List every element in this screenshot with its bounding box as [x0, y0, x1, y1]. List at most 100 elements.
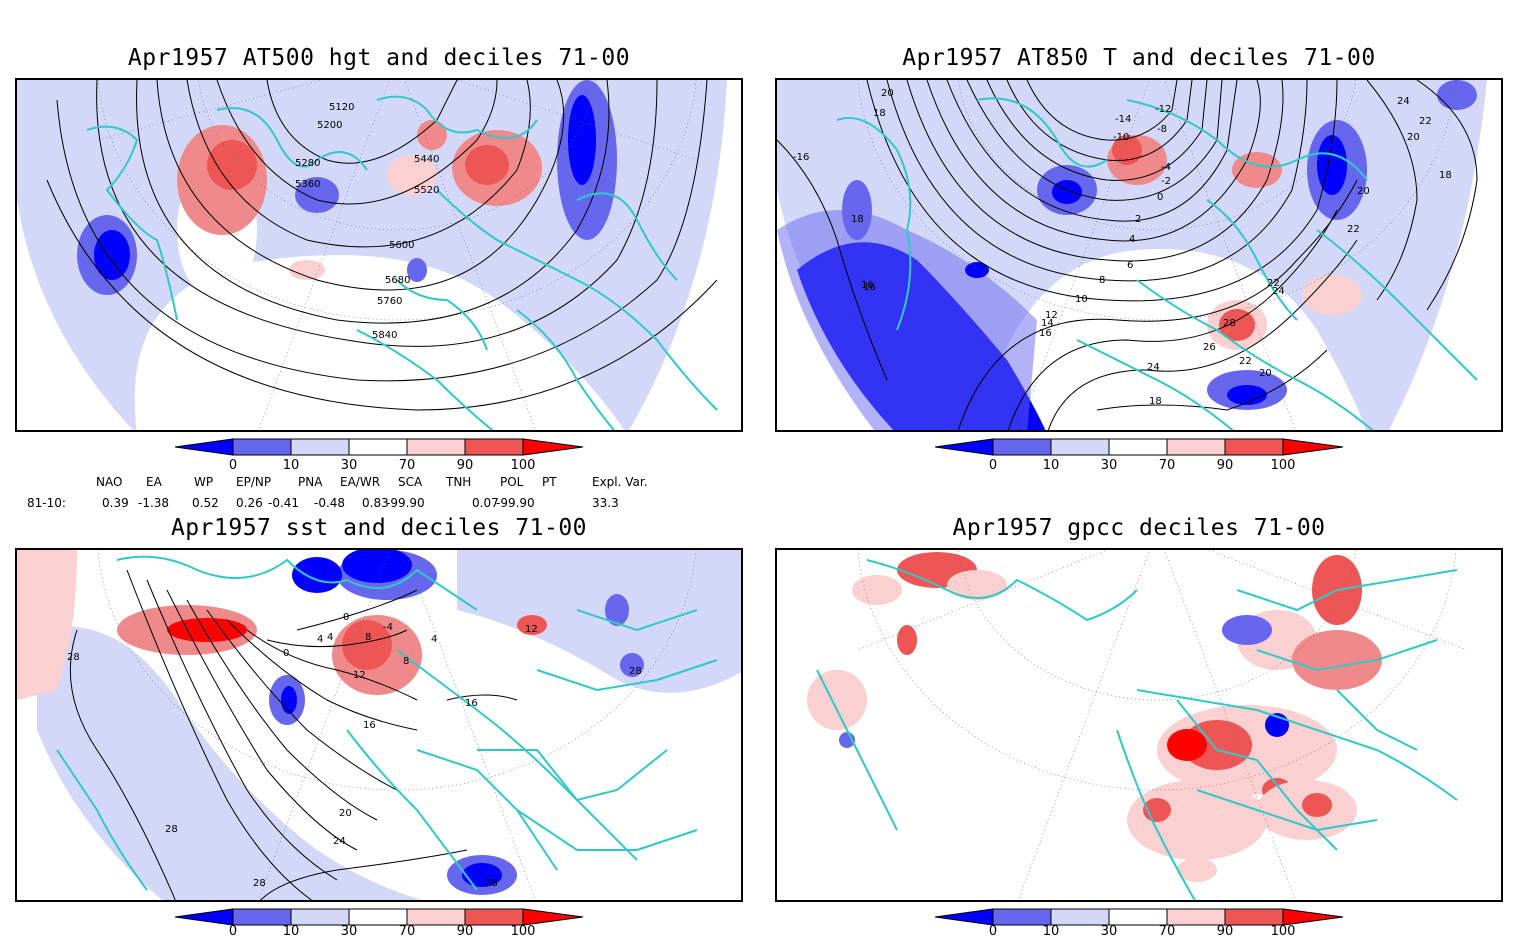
- colorbar-sst: 0 10 30 70 90 100: [175, 908, 585, 940]
- colorbar-swatches: [935, 438, 1344, 456]
- contour-label: 18: [873, 108, 886, 119]
- colorbar-at850: 0 10 30 70 90 100: [935, 438, 1345, 478]
- contour-label: 28: [67, 652, 80, 663]
- colorbar-tick: 70: [398, 924, 416, 939]
- index-value: 0.07: [472, 496, 499, 510]
- contour-label: 0: [283, 648, 289, 659]
- colorbar-tick: 90: [456, 924, 474, 939]
- contour-label: 5200: [317, 120, 342, 131]
- contour-label: -8: [1157, 124, 1167, 135]
- colorbar-tick: 30: [340, 924, 358, 939]
- index-value: 0.39: [102, 496, 129, 510]
- index-value: 33.3: [592, 496, 619, 510]
- contour-label: 8: [1099, 275, 1105, 286]
- index-header: PT: [542, 475, 557, 489]
- colorbar-swatches: [935, 908, 1344, 926]
- map-panel-at850: 20 18 -16 18 16 -12 -14 -10 -8 -4 -2 0 2…: [775, 78, 1503, 432]
- colorbar-tick: 0: [228, 458, 238, 473]
- contour-label: 22: [1419, 116, 1432, 127]
- colorbar-tick: 10: [282, 924, 300, 939]
- colorbar-tick: 10: [1042, 458, 1060, 473]
- index-header: POL: [500, 475, 524, 489]
- colorbar-tick: 0: [988, 458, 998, 473]
- contour-label: 4: [317, 634, 323, 645]
- colorbar-tick: 70: [398, 458, 416, 473]
- contour-label: 2: [1135, 214, 1141, 225]
- contour-label: 16: [861, 280, 874, 291]
- contour-label: -4: [1161, 162, 1171, 173]
- contour-label: 16: [363, 720, 376, 731]
- contour-label: 26: [1203, 342, 1216, 353]
- map-panel-at500: 5120 5200 5280 5360 5440 5520 5600 5680 …: [15, 78, 743, 432]
- index-header: EA: [146, 475, 162, 489]
- colorbar-at500: 0 10 30 70 90 100: [175, 438, 585, 478]
- colorbar-tick: 0: [988, 924, 998, 939]
- contour-label: 24: [1272, 286, 1285, 297]
- index-row-label: 81-10:: [27, 496, 66, 510]
- contour-label: 0: [1157, 192, 1163, 203]
- contour-label: 20: [1259, 368, 1272, 379]
- contour-label: 5360: [295, 179, 320, 190]
- index-header: PNA: [298, 475, 323, 489]
- contour-label: 24: [1147, 362, 1160, 373]
- contour-label: 4: [1129, 234, 1135, 245]
- contour-label: 18: [1439, 170, 1452, 181]
- map-panel-gpcc: [775, 548, 1503, 902]
- contour-label: 28: [253, 878, 266, 889]
- contour-label: 22: [1267, 278, 1280, 289]
- colorbar-tick: 90: [1216, 924, 1234, 939]
- map-sst: 28 4 0 4 8 0 -4 4 12 8 16 16 12 28 20 24…: [17, 550, 741, 900]
- index-header: EA/WR: [340, 475, 381, 489]
- contour-label: 5600: [389, 240, 414, 251]
- contour-label: 20: [881, 88, 894, 99]
- map-panel-sst: 28 4 0 4 8 0 -4 4 12 8 16 16 12 28 20 24…: [15, 548, 743, 902]
- contour-label: 16: [1039, 328, 1052, 339]
- map-at850: 20 18 -16 18 16 -12 -14 -10 -8 -4 -2 0 2…: [777, 80, 1501, 430]
- index-value: 0.26: [236, 496, 263, 510]
- contour-label: 5760: [377, 296, 402, 307]
- colorbar-gpcc: 0 10 30 70 90 100: [935, 908, 1345, 940]
- panel-title-gpcc: Apr1957 gpcc deciles 71-00: [952, 515, 1326, 541]
- colorbar-tick: 30: [1100, 924, 1118, 939]
- contour-label: -12: [1155, 104, 1171, 115]
- contour-label: -16: [793, 152, 809, 163]
- index-value: -0.41: [268, 496, 300, 510]
- colorbar-tick: 10: [1042, 924, 1060, 939]
- contour-label: 28: [629, 666, 642, 677]
- contour-label: 5520: [414, 185, 439, 196]
- index-value: -99.90: [496, 496, 535, 510]
- index-header: NAO: [96, 475, 123, 489]
- colorbar-tick: 70: [1158, 924, 1176, 939]
- contour-label: 28: [485, 878, 498, 889]
- colorbar-tick: 100: [510, 924, 536, 939]
- contour-label: 28: [1223, 318, 1236, 329]
- index-table: NAO EA WP EP/NP PNA EA/WR SCA TNH POL PT…: [0, 475, 760, 515]
- colorbar-tick: 0: [228, 924, 238, 939]
- colorbar-swatches: [175, 908, 584, 926]
- contour-label: 10: [1075, 294, 1088, 305]
- index-value: -0.48: [314, 496, 346, 510]
- contour-label: -2: [1161, 176, 1171, 187]
- panel-title-at850: Apr1957 AT850 T and deciles 71-00: [902, 45, 1376, 71]
- colorbar-tick: 100: [1270, 924, 1296, 939]
- index-header: WP: [194, 475, 214, 489]
- contour-label: 20: [1407, 132, 1420, 143]
- colorbar-tick: 10: [282, 458, 300, 473]
- contour-label: 14: [1041, 318, 1054, 329]
- contour-label: 20: [339, 808, 352, 819]
- contour-label: 28: [165, 824, 178, 835]
- contour-label: 24: [333, 836, 346, 847]
- contour-label: 8: [403, 656, 409, 667]
- contour-label: 5280: [295, 158, 320, 169]
- contour-label: 12: [525, 624, 538, 635]
- colorbar-tick: 30: [340, 458, 358, 473]
- contour-label: 22: [1239, 356, 1252, 367]
- contour-label: 4: [431, 634, 437, 645]
- index-value: -1.38: [138, 496, 170, 510]
- colorbar-tick: 90: [1216, 458, 1234, 473]
- colorbar-tick: 70: [1158, 458, 1176, 473]
- index-header: EP/NP: [236, 475, 272, 489]
- contour-label: 24: [1397, 96, 1410, 107]
- map-at500: 5120 5200 5280 5360 5440 5520 5600 5680 …: [17, 80, 741, 430]
- contour-label: -10: [1113, 132, 1129, 143]
